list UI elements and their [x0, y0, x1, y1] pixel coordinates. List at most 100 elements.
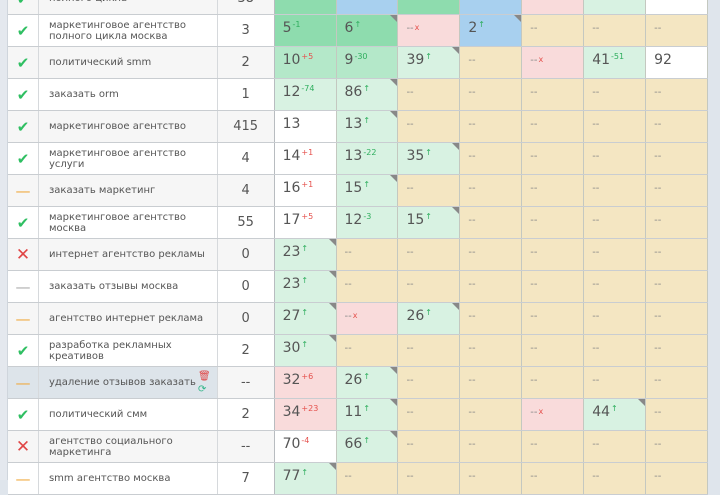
position-cell[interactable] [522, 0, 585, 14]
position-cell[interactable]: 9-30 [336, 47, 399, 78]
table-row[interactable]: ✔ маркетинговое агентство полного цикла м… [8, 15, 709, 47]
position-cell[interactable]: 5-1 [274, 15, 337, 46]
position-cell[interactable]: -- [398, 367, 461, 398]
position-cell[interactable]: -- [522, 239, 585, 270]
table-row[interactable]: ✔ маркетинговое агентство услуги 4 14+1 13-2… [8, 143, 709, 175]
position-cell[interactable]: 13 [274, 111, 337, 142]
status-dash-icon[interactable]: — [8, 303, 39, 334]
position-cell[interactable]: 14+1 [274, 143, 337, 174]
position-cell[interactable] [646, 0, 709, 14]
position-cell[interactable]: 12-74 [274, 79, 337, 110]
position-cell[interactable]: -- [522, 207, 585, 238]
position-cell[interactable]: -- [398, 399, 461, 430]
table-row[interactable]: ✔ заказать orm 1 12-74 86↑ -- -- -- -- -- [8, 79, 709, 111]
status-check-icon[interactable]: ✔ [8, 47, 39, 78]
table-row[interactable]: ✔ политический smm 2 10+5 9-30 39↑ -- --x 41-51 9… [8, 47, 709, 79]
position-cell[interactable]: 41-51 [584, 47, 647, 78]
position-cell[interactable]: -- [336, 335, 399, 366]
position-cell[interactable]: -- [646, 175, 709, 206]
position-cell[interactable]: 35↑ [398, 143, 461, 174]
position-cell[interactable]: 23↑ [274, 271, 337, 302]
position-cell[interactable]: 77↑ [274, 463, 337, 494]
position-cell[interactable]: 13↑ [336, 111, 399, 142]
table-row[interactable]: ✔ разработка рекламных креативов 2 30↑ -- -- -… [8, 335, 709, 367]
position-cell[interactable]: -- [460, 239, 523, 270]
position-cell[interactable]: -- [646, 239, 709, 270]
position-cell[interactable]: -- [584, 303, 647, 334]
position-cell[interactable]: -- [646, 15, 709, 46]
position-cell[interactable]: -- [646, 207, 709, 238]
position-cell[interactable]: -- [584, 367, 647, 398]
status-check-icon[interactable]: ✔ [8, 143, 39, 174]
position-cell[interactable]: 66↑ [336, 431, 399, 462]
position-cell[interactable]: -- [336, 271, 399, 302]
status-check-icon[interactable]: ✔ [8, 335, 39, 366]
position-cell[interactable]: -- [646, 303, 709, 334]
scrollbar[interactable] [708, 0, 720, 480]
position-cell[interactable]: 34+23 [274, 399, 337, 430]
position-cell[interactable]: --x [522, 47, 585, 78]
position-cell[interactable]: -- [646, 367, 709, 398]
position-cell[interactable]: 26↑ [336, 367, 399, 398]
status-check-icon[interactable]: ✔ [8, 0, 39, 14]
table-row[interactable]: ✔ полного цикла 38 [8, 0, 709, 15]
position-cell[interactable]: -- [584, 335, 647, 366]
refresh-icon[interactable]: ⟳ [197, 384, 207, 395]
position-cell[interactable]: -- [522, 431, 585, 462]
status-dash-icon[interactable]: — [8, 463, 39, 494]
position-cell[interactable]: -- [398, 431, 461, 462]
position-cell[interactable]: 12-3 [336, 207, 399, 238]
status-cross-icon[interactable]: ✕ [8, 239, 39, 270]
status-check-icon[interactable]: ✔ [8, 15, 39, 46]
position-cell[interactable]: -- [460, 399, 523, 430]
position-cell[interactable]: -- [646, 111, 709, 142]
position-cell[interactable]: 92 [646, 47, 709, 78]
status-check-icon[interactable]: ✔ [8, 207, 39, 238]
position-cell[interactable]: 11↑ [336, 399, 399, 430]
position-cell[interactable] [336, 0, 399, 14]
status-check-icon[interactable]: ✔ [8, 79, 39, 110]
position-cell[interactable]: -- [584, 175, 647, 206]
status-dash-icon[interactable]: — [8, 175, 39, 206]
position-cell[interactable]: -- [584, 271, 647, 302]
position-cell[interactable]: 15↑ [336, 175, 399, 206]
position-cell[interactable]: --x [398, 15, 461, 46]
position-cell[interactable]: 39↑ [398, 47, 461, 78]
position-cell[interactable]: -- [584, 207, 647, 238]
position-cell[interactable]: -- [460, 79, 523, 110]
position-cell[interactable]: -- [460, 175, 523, 206]
position-cell[interactable]: -- [522, 111, 585, 142]
position-cell[interactable]: -- [646, 335, 709, 366]
position-cell[interactable]: 13-22 [336, 143, 399, 174]
position-cell[interactable]: 2↑ [460, 15, 523, 46]
position-cell[interactable]: 23↑ [274, 239, 337, 270]
table-row[interactable]: ✕ интернет агентство рекламы 0 23↑ -- -- -- -- -… [8, 239, 709, 271]
status-cross-icon[interactable]: ✕ [8, 431, 39, 462]
position-cell[interactable]: -- [646, 399, 709, 430]
table-row[interactable]: ✔ политический смм 2 34+23 11↑ -- -- --x 44↑ -- [8, 399, 709, 431]
status-dash-icon[interactable]: — [8, 367, 39, 398]
table-row[interactable]: ✔ маркетинговое агентство москва 55 17+5 12-… [8, 207, 709, 239]
position-cell[interactable]: -- [336, 463, 399, 494]
position-cell[interactable]: -- [522, 15, 585, 46]
position-cell[interactable]: 32+6 [274, 367, 337, 398]
position-cell[interactable]: 30↑ [274, 335, 337, 366]
position-cell[interactable]: -- [584, 15, 647, 46]
status-check-icon[interactable]: ✔ [8, 111, 39, 142]
position-cell[interactable]: -- [584, 79, 647, 110]
position-cell[interactable]: 10+5 [274, 47, 337, 78]
position-cell[interactable]: -- [584, 111, 647, 142]
position-cell[interactable]: -- [522, 271, 585, 302]
position-cell[interactable]: -- [460, 111, 523, 142]
position-cell[interactable]: -- [398, 335, 461, 366]
position-cell[interactable]: 16+1 [274, 175, 337, 206]
position-cell[interactable] [274, 0, 337, 14]
position-cell[interactable]: -- [646, 143, 709, 174]
position-cell[interactable]: -- [398, 239, 461, 270]
position-cell[interactable]: -- [646, 463, 709, 494]
position-cell[interactable]: -- [460, 431, 523, 462]
position-cell[interactable]: -- [460, 463, 523, 494]
position-cell[interactable]: -- [522, 303, 585, 334]
position-cell[interactable]: -- [522, 335, 585, 366]
position-cell[interactable]: -- [460, 367, 523, 398]
